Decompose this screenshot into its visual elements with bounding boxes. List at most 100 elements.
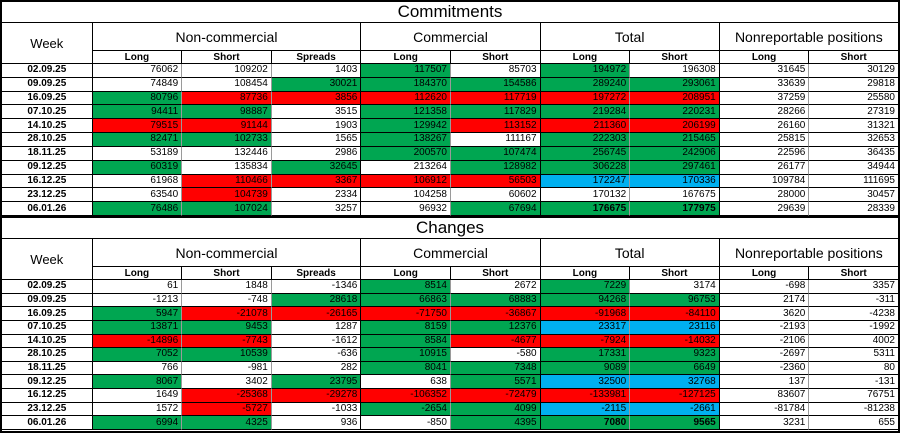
col-header-nc-long: Long bbox=[91, 267, 182, 280]
data-cell: 3257 bbox=[270, 202, 361, 216]
data-cell: 3856 bbox=[270, 91, 361, 106]
data-cell: 29639 bbox=[718, 202, 809, 216]
data-cell: 10539 bbox=[181, 348, 271, 362]
data-cell: -5727 bbox=[181, 402, 271, 417]
week-cell: 09.09.25 bbox=[2, 77, 92, 92]
table-row: 28.10.25 82471 102733 1565 138267 111167 22230… bbox=[2, 133, 898, 147]
data-cell: -14896 bbox=[91, 334, 182, 349]
col-header-total: Total bbox=[539, 23, 719, 51]
col-header-noncommercial: Non-commercial bbox=[91, 23, 361, 51]
col-header-nc-short: Short bbox=[181, 267, 271, 280]
data-cell: 200570 bbox=[360, 146, 450, 161]
data-cell: -981 bbox=[181, 361, 271, 376]
col-header-t-long: Long bbox=[539, 51, 630, 64]
week-cell: 09.09.25 bbox=[2, 293, 92, 308]
col-header-commercial: Commercial bbox=[360, 23, 540, 51]
data-cell: 8041 bbox=[360, 361, 450, 376]
data-cell: -2697 bbox=[718, 348, 809, 362]
data-cell: 256745 bbox=[539, 146, 630, 161]
table-row: 09.12.25 60319 135834 32645 213264 128982 3062… bbox=[2, 160, 898, 175]
data-cell: 936 bbox=[270, 416, 361, 430]
week-cell: 14.10.25 bbox=[2, 334, 92, 349]
data-cell: 17331 bbox=[539, 348, 630, 362]
table-row: 14.10.25 -14896 -7743 -1612 8584 -4677 -7924 -1… bbox=[2, 334, 898, 349]
week-cell: 02.09.25 bbox=[2, 64, 92, 78]
data-cell: 91144 bbox=[181, 119, 271, 134]
data-cell: 6649 bbox=[629, 361, 719, 376]
data-cell: 8514 bbox=[360, 280, 450, 294]
week-cell: 16.12.25 bbox=[2, 389, 92, 403]
data-cell: 110466 bbox=[181, 174, 271, 189]
data-cell: 25580 bbox=[808, 91, 898, 106]
data-cell: -127125 bbox=[629, 389, 719, 403]
data-cell: 96753 bbox=[629, 293, 719, 308]
col-header-noncommercial: Non-commercial bbox=[91, 239, 361, 267]
table-row: 09.09.25 74849 108454 30021 184370 154586 2892… bbox=[2, 77, 898, 92]
data-cell: 32768 bbox=[629, 375, 719, 389]
data-cell: 68883 bbox=[449, 293, 540, 308]
data-cell: 306228 bbox=[539, 160, 630, 175]
data-cell: -1992 bbox=[808, 320, 898, 335]
data-cell: 138267 bbox=[360, 133, 450, 147]
table-row: 16.12.25 1649 -25368 -29278 -106352 -72479 -13… bbox=[2, 389, 898, 403]
data-cell: -2654 bbox=[360, 402, 450, 417]
commitments-body: 02.09.25 76062 109202 1403 117507 85703 194972… bbox=[2, 64, 898, 216]
group-header-row: Week Non-commercial Commercial Total Non… bbox=[2, 239, 898, 280]
data-cell: 208951 bbox=[629, 91, 719, 106]
table-row: 23.12.25 1572 -5727 -1033 -2654 4099 -2115 -266… bbox=[2, 402, 898, 417]
data-cell: 66863 bbox=[360, 293, 450, 308]
data-cell: 56503 bbox=[449, 174, 540, 189]
data-cell: 111167 bbox=[449, 133, 540, 147]
data-cell: 3367 bbox=[270, 174, 361, 189]
table-title: Changes bbox=[2, 218, 898, 239]
col-header-nc-short: Short bbox=[181, 51, 271, 64]
data-cell: 109784 bbox=[718, 174, 809, 189]
week-cell: 06.01.26 bbox=[2, 202, 92, 216]
col-header-nr-long: Long bbox=[718, 267, 809, 280]
data-cell: 211360 bbox=[539, 119, 630, 134]
data-cell: 5947 bbox=[91, 307, 182, 321]
data-cell: 128982 bbox=[449, 160, 540, 175]
data-cell: 80 bbox=[808, 361, 898, 376]
data-cell: -4677 bbox=[449, 334, 540, 349]
week-cell: 28.10.25 bbox=[2, 348, 92, 362]
data-cell: -698 bbox=[718, 280, 809, 294]
data-cell: -14032 bbox=[629, 334, 719, 349]
data-cell: 74849 bbox=[91, 77, 182, 92]
data-cell: 2334 bbox=[270, 188, 361, 203]
data-cell: 28266 bbox=[718, 105, 809, 120]
data-cell: -91968 bbox=[539, 307, 630, 321]
data-cell: 135834 bbox=[181, 160, 271, 175]
week-cell: 16.09.25 bbox=[2, 307, 92, 321]
data-cell: 242906 bbox=[629, 146, 719, 161]
week-cell: 07.10.25 bbox=[2, 105, 92, 120]
data-cell: 3402 bbox=[181, 375, 271, 389]
data-cell: 132446 bbox=[181, 146, 271, 161]
col-header-nonreportable: Nonreportable positions bbox=[718, 23, 898, 51]
data-cell: 107474 bbox=[449, 146, 540, 161]
col-header-week: Week bbox=[2, 23, 92, 64]
col-header-nr-short: Short bbox=[808, 267, 898, 280]
table-row: 07.10.25 13871 9453 1287 8159 12376 23317 23116… bbox=[2, 320, 898, 335]
data-cell: -1213 bbox=[91, 293, 182, 308]
changes-body: 02.09.25 61 1848 -1346 8514 2672 7229 3174 -698 3… bbox=[2, 280, 898, 430]
table-title: Commitments bbox=[2, 2, 898, 23]
data-cell: 3515 bbox=[270, 105, 361, 120]
table-row: 16.09.25 80796 87736 3856 112620 117719 197272… bbox=[2, 91, 898, 106]
data-cell: 32500 bbox=[539, 375, 630, 389]
col-header-total: Total bbox=[539, 239, 719, 267]
data-cell: 33639 bbox=[718, 77, 809, 92]
data-cell: 121358 bbox=[360, 105, 450, 120]
data-cell: 1403 bbox=[270, 64, 361, 78]
data-cell: -311 bbox=[808, 293, 898, 308]
data-cell: 9565 bbox=[629, 416, 719, 430]
data-cell: 22596 bbox=[718, 146, 809, 161]
data-cell: 23795 bbox=[270, 375, 361, 389]
data-cell: -72479 bbox=[449, 389, 540, 403]
data-cell: 23116 bbox=[629, 320, 719, 335]
data-cell: 196308 bbox=[629, 64, 719, 78]
data-cell: 1848 bbox=[181, 280, 271, 294]
week-cell: 02.09.25 bbox=[2, 280, 92, 294]
data-cell: 220231 bbox=[629, 105, 719, 120]
